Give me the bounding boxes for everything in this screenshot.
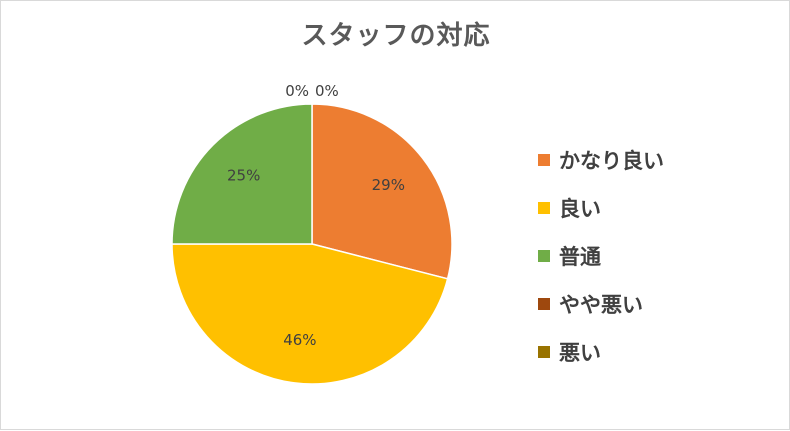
pie-slice-2 — [171, 243, 449, 385]
data-label-2: 46% — [283, 331, 316, 349]
data-label-5: 0% — [315, 82, 339, 100]
legend-swatch — [538, 154, 550, 166]
chart-title: スタッフの対応 — [301, 21, 491, 51]
data-label-4: 0% — [285, 82, 309, 100]
legend-label: かなり良い — [559, 149, 664, 173]
legend-label: 普通 — [559, 245, 601, 269]
chart-legend: かなり良い良い普通やや悪い悪い — [538, 136, 778, 376]
legend-swatch — [538, 250, 550, 262]
legend-swatch — [538, 202, 550, 214]
data-label-3: 25% — [227, 167, 260, 185]
legend-swatch — [538, 346, 550, 358]
pie-slices — [171, 103, 453, 385]
legend-swatch — [538, 298, 550, 310]
legend-label: やや悪い — [559, 293, 643, 317]
pie-slice-3 — [171, 103, 313, 245]
pie-slice-1 — [311, 103, 453, 280]
legend-label: 悪い — [559, 341, 601, 365]
legend-item-5: 悪い — [538, 328, 778, 376]
legend-item-2: 良い — [538, 184, 778, 232]
data-label-1: 29% — [372, 176, 405, 194]
legend-label: 良い — [559, 197, 601, 221]
legend-item-1: かなり良い — [538, 136, 778, 184]
legend-item-4: やや悪い — [538, 280, 778, 328]
legend-item-3: 普通 — [538, 232, 778, 280]
pie-data-labels: 29% 46% 25% 0% 0% — [227, 82, 405, 349]
